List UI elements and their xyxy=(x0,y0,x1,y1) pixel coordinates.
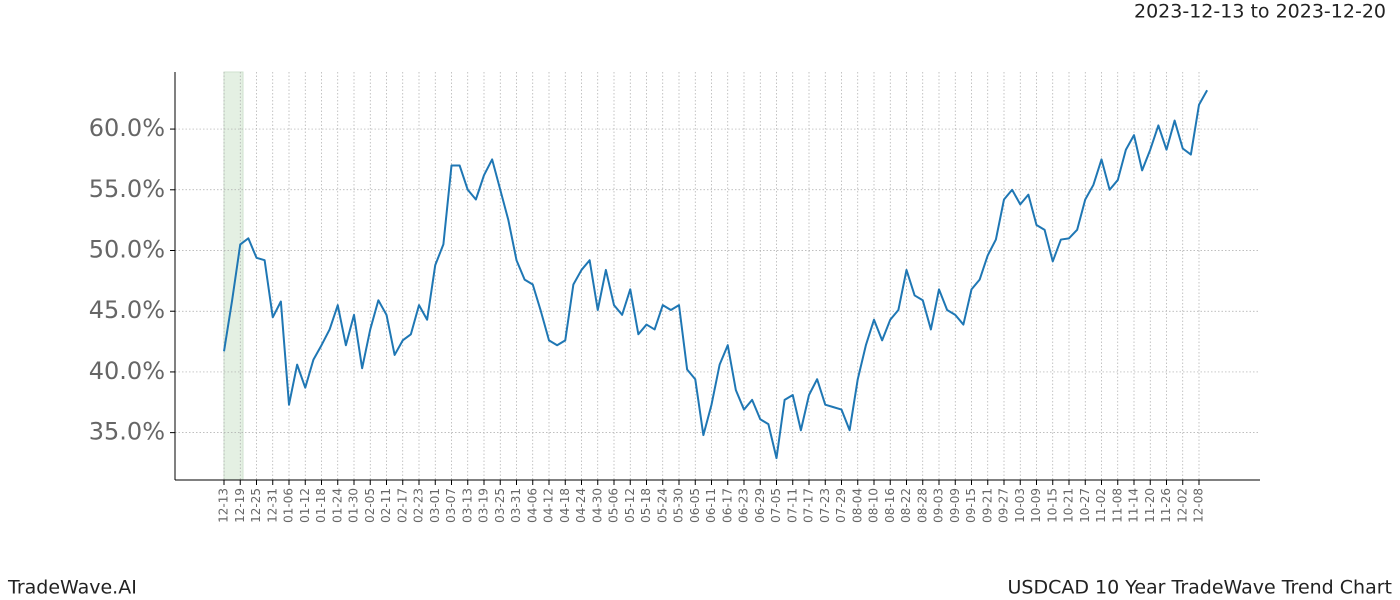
x-tick-label: 11-02 xyxy=(1094,488,1108,523)
x-tick-label: 01-18 xyxy=(314,488,328,523)
x-tick-label: 12-25 xyxy=(249,488,263,523)
x-tick-label: 06-11 xyxy=(704,488,718,523)
x-tick-label: 06-05 xyxy=(688,488,702,523)
x-tick-label: 03-13 xyxy=(460,488,474,523)
x-tick-label: 10-03 xyxy=(1013,488,1027,523)
x-tick-label: 04-12 xyxy=(542,488,556,523)
x-tick-label: 12-08 xyxy=(1192,488,1206,523)
x-tick-label: 11-26 xyxy=(1159,488,1173,523)
x-tick-label: 02-11 xyxy=(379,488,393,523)
x-tick-label: 10-15 xyxy=(1045,488,1059,523)
x-tick-label: 07-23 xyxy=(818,488,832,523)
x-tick-label: 05-30 xyxy=(672,488,686,523)
x-tick-label: 08-22 xyxy=(899,488,913,523)
x-tick-label: 05-12 xyxy=(623,488,637,523)
x-tick-label: 03-07 xyxy=(444,488,458,523)
x-tick-label: 09-09 xyxy=(948,488,962,523)
x-tick-label: 03-01 xyxy=(428,488,442,523)
watermark: TradeWave.AI xyxy=(7,577,137,599)
x-tick-label: 11-08 xyxy=(1110,488,1124,523)
x-tick-label: 08-16 xyxy=(883,488,897,523)
x-tick-label: 05-24 xyxy=(655,488,669,523)
x-tick-label: 09-27 xyxy=(997,488,1011,523)
y-tick-label: 35.0% xyxy=(89,418,165,446)
x-tick-label: 06-17 xyxy=(720,488,734,523)
x-tick-label: 06-29 xyxy=(753,488,767,523)
x-tick-label: 03-19 xyxy=(477,488,491,523)
x-tick-label: 07-29 xyxy=(834,488,848,523)
x-tick-label: 09-15 xyxy=(964,488,978,523)
x-tick-label: 11-20 xyxy=(1143,488,1157,523)
x-tick-label: 07-05 xyxy=(769,488,783,523)
x-tick-label: 09-03 xyxy=(932,488,946,523)
x-tick-label: 04-06 xyxy=(525,488,539,523)
x-tick-label: 08-04 xyxy=(850,488,864,523)
x-tick-label: 02-23 xyxy=(412,488,426,523)
x-tick-label: 01-30 xyxy=(347,488,361,523)
x-tick-label: 06-23 xyxy=(737,488,751,523)
x-tick-label: 12-02 xyxy=(1175,488,1189,523)
x-tick-label: 01-12 xyxy=(298,488,312,523)
y-tick-label: 50.0% xyxy=(89,236,165,264)
x-tick-label: 07-11 xyxy=(785,488,799,523)
x-tick-label: 10-21 xyxy=(1062,488,1076,523)
x-tick-label: 08-10 xyxy=(867,488,881,523)
x-tick-label: 01-24 xyxy=(330,488,344,523)
y-tick-label: 40.0% xyxy=(89,357,165,385)
x-tick-label: 11-14 xyxy=(1127,488,1141,523)
x-tick-label: 08-28 xyxy=(915,488,929,523)
chart-subtitle: 2023-12-13 to 2023-12-20 xyxy=(1134,1,1386,23)
x-tick-label: 07-17 xyxy=(802,488,816,523)
x-tick-label: 10-09 xyxy=(1029,488,1043,523)
y-tick-label: 55.0% xyxy=(89,175,165,203)
x-tick-label: 12-19 xyxy=(233,488,247,523)
x-tick-label: 04-24 xyxy=(574,488,588,523)
chart-title: USDCAD 10 Year TradeWave Trend Chart xyxy=(1008,577,1392,599)
x-tick-label: 09-21 xyxy=(980,488,994,523)
y-tick-label: 45.0% xyxy=(89,296,165,324)
x-tick-label: 01-06 xyxy=(282,488,296,523)
x-tick-label: 04-30 xyxy=(590,488,604,523)
y-tick-label: 60.0% xyxy=(89,114,165,142)
x-tick-label: 12-31 xyxy=(265,488,279,523)
data-line xyxy=(223,89,1209,460)
x-tick-label: 03-25 xyxy=(493,488,507,523)
x-tick-label: 05-06 xyxy=(607,488,621,523)
x-tick-label: 04-18 xyxy=(558,488,572,523)
x-tick-label: 05-18 xyxy=(639,488,653,523)
x-tick-label: 02-17 xyxy=(395,488,409,523)
x-tick-label: 02-05 xyxy=(363,488,377,523)
x-tick-label: 10-27 xyxy=(1078,488,1092,523)
x-tick-label: 03-31 xyxy=(509,488,523,523)
x-tick-label: 12-13 xyxy=(217,488,231,523)
